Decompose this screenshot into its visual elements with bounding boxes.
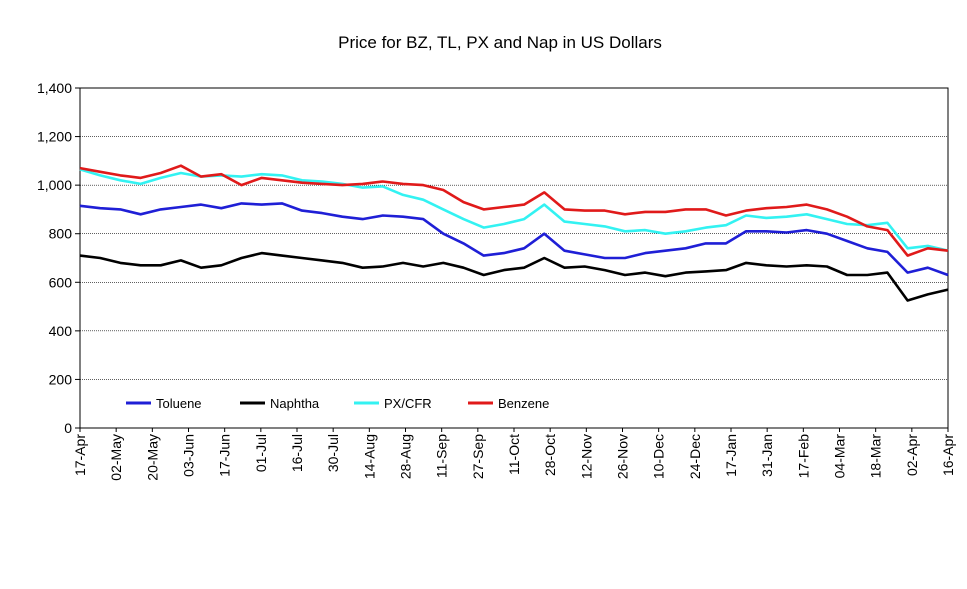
y-tick-label: 1,200 [37, 129, 72, 145]
y-tick-label: 600 [49, 274, 73, 290]
y-tick-label: 1,000 [37, 177, 72, 193]
x-tick-label: 16-Apr [940, 434, 956, 476]
x-tick-label: 11-Oct [506, 434, 522, 475]
y-axis: 0 200 400 600 800 1,000 1,200 1,400 [37, 80, 80, 436]
x-tick-label: 11-Sep [434, 434, 450, 478]
x-tick-label: 17-Jan [723, 434, 739, 477]
x-tick-label: 20-May [144, 434, 160, 481]
legend-label: Benzene [498, 396, 549, 411]
y-tick-label: 1,400 [37, 80, 72, 96]
x-tick-label: 18-Mar [868, 434, 884, 479]
plot-area [79, 87, 949, 429]
x-tick-label: 02-May [108, 434, 124, 481]
x-tick-label: 24-Dec [687, 434, 703, 479]
series-line-naphtha [79, 251, 949, 302]
series-lines [79, 164, 949, 302]
y-tick-label: 200 [49, 371, 73, 387]
y-tick-label: 400 [49, 323, 73, 339]
x-tick-label: 17-Feb [795, 434, 811, 479]
series-line-benzene [79, 164, 949, 257]
y-tick-label: 0 [64, 420, 72, 436]
legend-label: Toluene [156, 396, 202, 411]
x-axis: 17-Apr 02-May 20-May 03-Jun 17-Jun 01-Jul 16-J… [72, 428, 956, 481]
y-tick-label: 800 [49, 226, 73, 242]
x-tick-label: 03-Jun [181, 434, 197, 477]
x-tick-label: 17-Apr [72, 434, 88, 476]
x-tick-label: 31-Jan [759, 434, 775, 477]
x-tick-label: 01-Jul [253, 434, 269, 472]
legend-label: Naphtha [270, 396, 320, 411]
x-tick-label: 30-Jul [325, 434, 341, 472]
legend: Toluene Naphtha PX/CFR Benzene [126, 396, 549, 411]
x-tick-label: 12-Nov [578, 434, 594, 479]
x-tick-label: 16-Jul [289, 434, 305, 472]
series-line-toluene [79, 202, 949, 277]
x-tick-label: 14-Aug [361, 434, 377, 479]
legend-label: PX/CFR [384, 396, 432, 411]
x-tick-label: 28-Oct [542, 434, 558, 476]
x-tick-label: 04-Mar [832, 434, 848, 479]
x-tick-label: 27-Sep [470, 434, 486, 479]
gridlines [80, 136, 948, 380]
x-tick-label: 02-Apr [904, 434, 920, 476]
x-tick-label: 28-Aug [398, 434, 414, 479]
x-tick-label: 26-Nov [615, 434, 631, 479]
x-tick-label: 10-Dec [651, 434, 667, 479]
chart-title: Price for BZ, TL, PX and Nap in US Dolla… [338, 33, 662, 52]
x-tick-label: 17-Jun [217, 434, 233, 477]
